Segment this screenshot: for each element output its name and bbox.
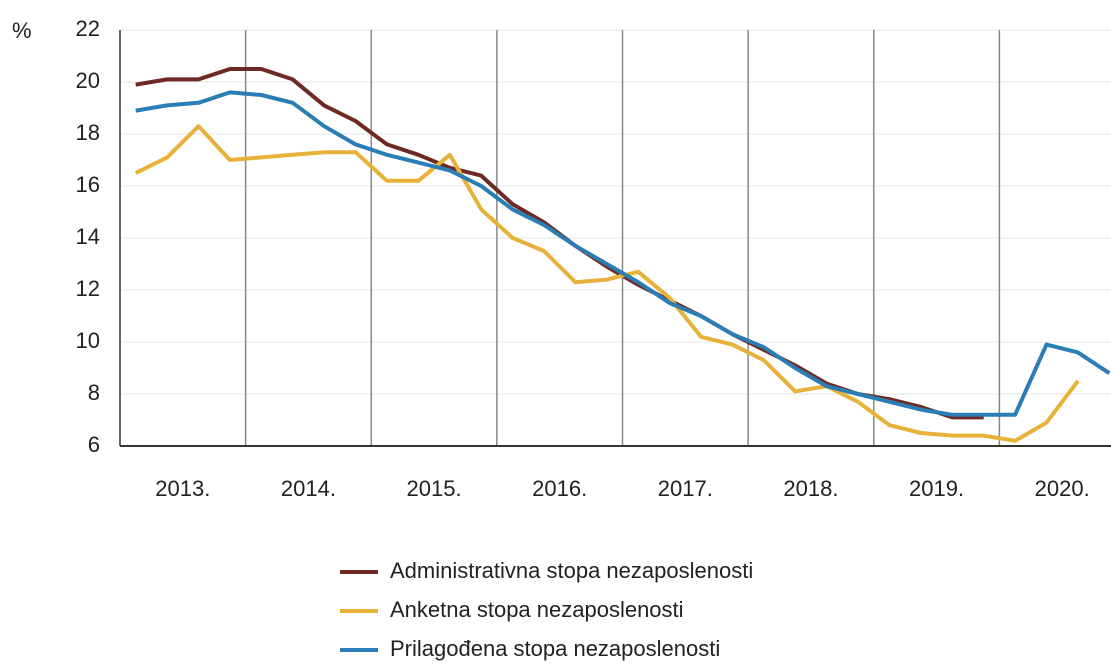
legend-label: Prilagođena stopa nezaposlenosti [390, 636, 720, 661]
x-tick-label: 2013. [155, 476, 210, 501]
series-line [135, 90, 1111, 417]
y-tick-label: 6 [88, 432, 100, 457]
series-line [135, 67, 984, 420]
x-tick-label: 2020. [1035, 476, 1090, 501]
y-tick-label: 16 [76, 172, 100, 197]
y-tick-label: 12 [76, 276, 100, 301]
legend-label: Administrativna stopa nezaposlenosti [390, 558, 753, 583]
series-line [134, 124, 1080, 443]
x-tick-label: 2016. [532, 476, 587, 501]
y-tick-label: 10 [76, 328, 100, 353]
x-tick-label: 2019. [909, 476, 964, 501]
x-tick-label: 2014. [281, 476, 336, 501]
y-tick-label: 18 [76, 120, 100, 145]
y-tick-label: 22 [76, 16, 100, 41]
y-tick-label: 8 [88, 380, 100, 405]
y-axis-label: % [12, 18, 32, 43]
legend-label: Anketna stopa nezaposlenosti [390, 597, 684, 622]
x-tick-label: 2017. [658, 476, 713, 501]
y-tick-label: 20 [76, 68, 100, 93]
y-tick-label: 14 [76, 224, 100, 249]
x-tick-label: 2015. [407, 476, 462, 501]
x-tick-label: 2018. [783, 476, 838, 501]
